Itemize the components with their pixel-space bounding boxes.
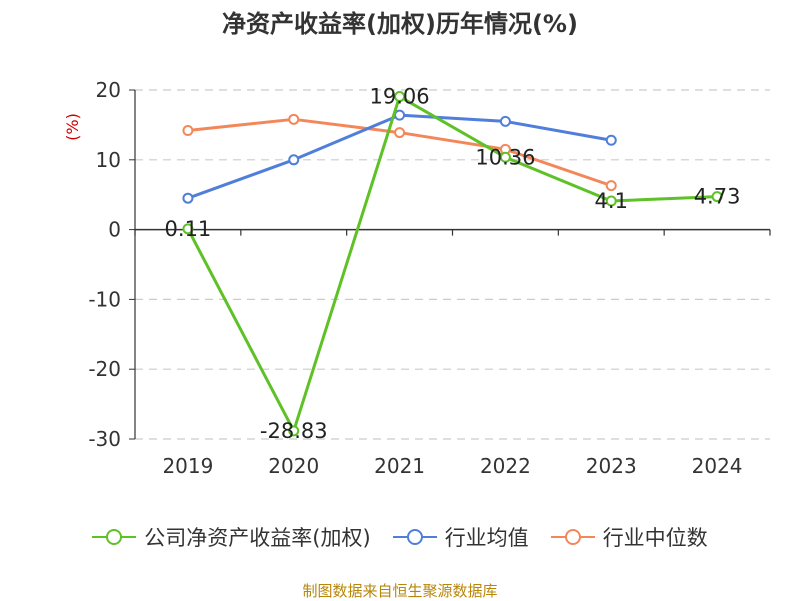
data-label: -28.83	[260, 419, 328, 443]
series-line-0	[186, 95, 718, 433]
legend-label-industry-mean: 行业均值	[444, 526, 529, 550]
legend-swatch-company-roe	[92, 529, 137, 545]
series-point-1	[605, 134, 617, 146]
y-tick-label: 0	[108, 218, 121, 242]
series-point-2	[288, 113, 300, 125]
series-point-0	[288, 425, 300, 437]
series-point-1	[499, 115, 511, 127]
legend-item-industry-mean[interactable]: 行业均值	[392, 522, 529, 552]
legend-label-company-roe: 公司净资产收益率(加权)	[144, 526, 371, 550]
legend-item-company-roe[interactable]: 公司净资产收益率(加权)	[92, 522, 371, 552]
x-tick-label: 2023	[586, 454, 637, 478]
x-tick-label: 2019	[162, 454, 213, 478]
legend: 公司净资产收益率(加权) 行业均值 行业中位数	[0, 522, 800, 552]
series-point-1	[394, 109, 406, 121]
data-label: 10.36	[475, 145, 535, 169]
series-point-0	[182, 223, 194, 235]
axes: 20 10 0 -10 -20 -30 2019 2020 2021 2022 2023 2024 (%…	[63, 78, 771, 478]
x-tick-label: 2022	[480, 454, 531, 478]
y-axis-label: (%)	[63, 113, 82, 141]
x-tick-label: 2020	[268, 454, 319, 478]
series-point-0	[605, 195, 617, 207]
data-label: 0.11	[165, 217, 212, 241]
legend-swatch-industry-mean	[392, 529, 437, 545]
y-tick-label: 10	[96, 148, 121, 172]
y-tick-label: -10	[88, 287, 121, 311]
series-point-0	[711, 191, 723, 203]
x-tick-label: 2021	[374, 454, 425, 478]
series-point-1	[288, 154, 300, 166]
y-tick-label: -30	[88, 427, 121, 451]
gridlines	[135, 89, 770, 440]
legend-label-industry-median: 行业中位数	[602, 526, 708, 550]
series-point-2	[605, 180, 617, 192]
legend-swatch-industry-median	[550, 529, 595, 545]
series-point-0	[499, 151, 511, 163]
series-layer	[182, 91, 723, 437]
data-label: 4.1	[595, 189, 628, 213]
chart-title: 净资产收益率(加权)历年情况(%)	[222, 10, 578, 38]
series-point-0	[394, 91, 406, 103]
series-point-1	[182, 192, 194, 204]
y-tick-label: 20	[96, 78, 121, 102]
data-label: 4.73	[694, 185, 741, 209]
series-point-2	[182, 124, 194, 136]
legend-item-industry-median[interactable]: 行业中位数	[550, 522, 708, 552]
data-label: 19.06	[370, 85, 430, 109]
y-tick-label: -20	[88, 357, 121, 381]
data-label-layer: 0.11 -28.83 19.06 10.36 4.1 4.73	[165, 85, 741, 443]
x-tick-label: 2024	[692, 454, 743, 478]
source-note: 制图数据来自恒生聚源数据库	[302, 582, 498, 600]
series-point-2	[394, 127, 406, 139]
